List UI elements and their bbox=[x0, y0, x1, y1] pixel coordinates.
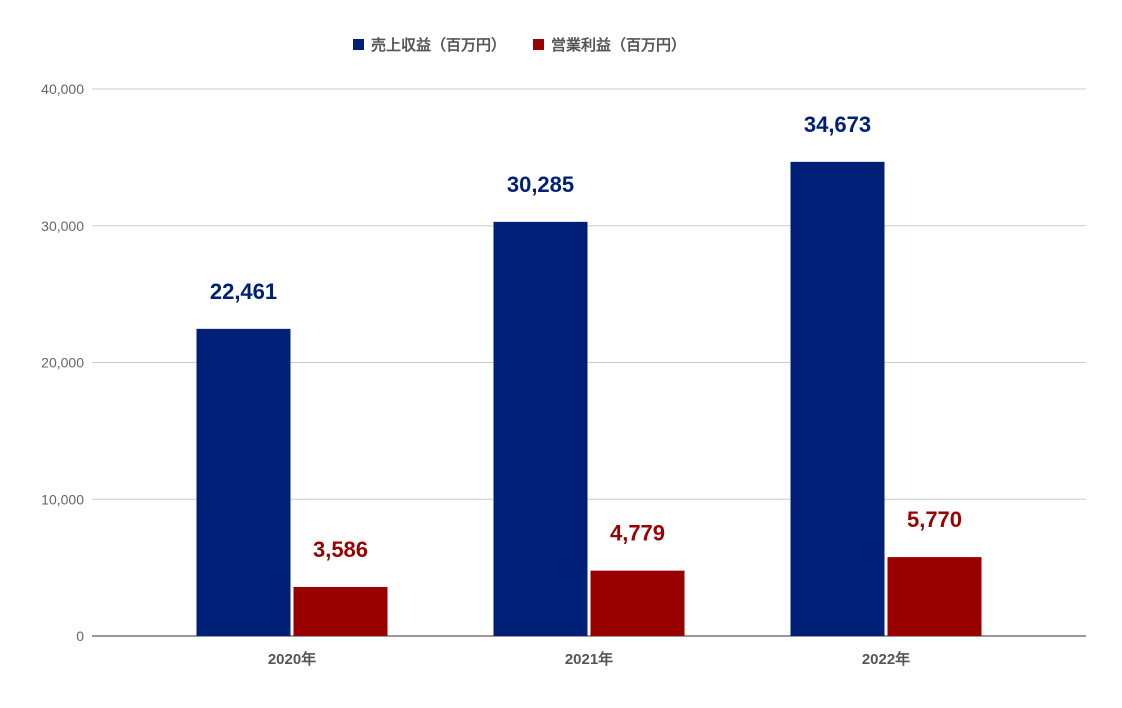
legend-label: 売上収益（百万円） bbox=[371, 36, 506, 54]
bar-operating-profit bbox=[887, 557, 982, 636]
y-tick-label: 0 bbox=[76, 628, 84, 644]
y-tick-label: 40,000 bbox=[41, 81, 84, 97]
legend-swatch-revenue bbox=[353, 39, 364, 50]
data-label: 34,673 bbox=[804, 112, 871, 137]
x-tick-label: 2020年 bbox=[268, 650, 316, 668]
data-label: 5,770 bbox=[907, 507, 962, 532]
bar-revenue bbox=[790, 161, 885, 636]
data-label: 22,461 bbox=[210, 279, 277, 304]
bar-operating-profit bbox=[590, 570, 685, 636]
y-tick-label: 30,000 bbox=[41, 218, 84, 234]
legend-swatch-operating-profit bbox=[533, 39, 544, 50]
legend-label: 営業利益（百万円） bbox=[551, 36, 686, 54]
bar-revenue bbox=[196, 328, 291, 636]
y-tick-label: 20,000 bbox=[41, 355, 84, 371]
x-tick-label: 2021年 bbox=[565, 650, 613, 668]
bar-revenue bbox=[493, 221, 588, 636]
bar-operating-profit bbox=[293, 586, 388, 636]
y-tick-label: 10,000 bbox=[41, 491, 84, 507]
data-label: 4,779 bbox=[610, 521, 665, 546]
x-tick-label: 2022年 bbox=[862, 650, 910, 668]
data-label: 3,586 bbox=[313, 537, 368, 562]
data-label: 30,285 bbox=[507, 172, 574, 197]
